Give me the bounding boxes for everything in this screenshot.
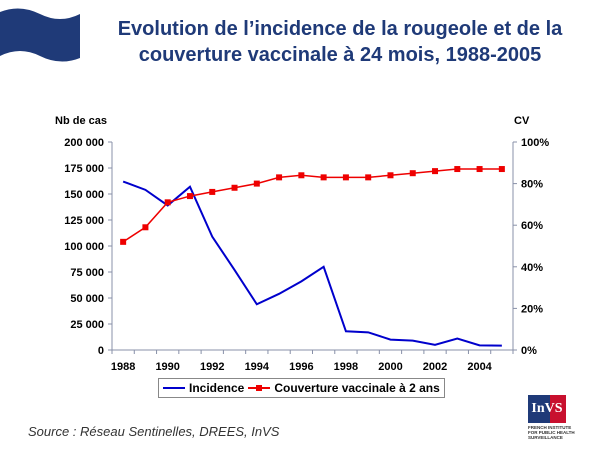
- legend: Incidence Couverture vaccinale à 2 ans: [158, 378, 445, 398]
- x-tick-label: 2000: [378, 361, 402, 373]
- y-tick-label: 150 000: [64, 189, 104, 201]
- y2-tick-label: 60%: [521, 220, 543, 232]
- coverage-point: [164, 199, 171, 206]
- coverage-point: [342, 174, 349, 181]
- coverage-point: [298, 172, 305, 179]
- y-tick-label: 75 000: [70, 267, 104, 279]
- legend-swatch-coverage: [248, 383, 271, 393]
- y-tick-label: 125 000: [64, 215, 104, 227]
- coverage-point: [365, 174, 372, 181]
- y-tick-label: 200 000: [64, 137, 104, 149]
- y2-tick-label: 0%: [521, 345, 537, 357]
- x-tick-label: 1992: [200, 361, 224, 373]
- y-tick-label: 100 000: [64, 241, 104, 253]
- coverage-point: [231, 184, 238, 191]
- x-tick-label: 1998: [334, 361, 358, 373]
- coverage-point: [454, 166, 461, 173]
- source-note: Source : Réseau Sentinelles, DREES, InVS: [28, 424, 280, 439]
- legend-label-coverage: Couverture vaccinale à 2 ans: [274, 381, 440, 395]
- y2-axis-title: CV: [514, 115, 530, 127]
- y-tick-label: 50 000: [70, 293, 104, 305]
- coverage-point: [409, 170, 416, 177]
- coverage-point: [276, 174, 283, 181]
- x-tick-label: 1990: [155, 361, 179, 373]
- chart: 0 25 000 50 000 75 000 100 000 125 000 150 000…: [55, 115, 549, 373]
- legend-swatch-incidence: [163, 383, 185, 393]
- coverage-point: [142, 224, 149, 231]
- x-tick-label: 1996: [289, 361, 313, 373]
- coverage-point: [476, 166, 483, 173]
- x-tick-label: 1988: [111, 361, 135, 373]
- coverage-point: [387, 172, 394, 179]
- series-incidence-line: [122, 180, 502, 347]
- x-tick-label: 2002: [423, 361, 447, 373]
- coverage-point: [253, 180, 260, 187]
- y2-tick-label: 40%: [521, 262, 543, 274]
- y-tick-label: 25 000: [70, 319, 104, 331]
- coverage-point: [186, 193, 193, 200]
- chart-title: Evolution de l’incidence de la rougeole …: [117, 18, 563, 66]
- y-axis-title: Nb de cas: [55, 115, 107, 127]
- y-tick-label: 175 000: [64, 163, 104, 175]
- coverage-point: [120, 238, 127, 245]
- coverage-point: [209, 188, 216, 195]
- x-tick-label: 1994: [245, 361, 270, 373]
- y-tick-label: 0: [98, 345, 104, 357]
- invs-logo: InVS FRENCH INSTITUTE FOR PUBLIC HEALTH …: [528, 395, 580, 440]
- flag-logo: [0, 8, 80, 62]
- series-coverage-line: [122, 168, 502, 243]
- legend-label-incidence: Incidence: [189, 381, 245, 395]
- coverage-point: [498, 166, 505, 173]
- coverage-point: [432, 168, 439, 175]
- y2-tick-label: 20%: [521, 303, 543, 315]
- y2-tick-label: 100%: [521, 137, 549, 149]
- y2-tick-label: 80%: [521, 179, 543, 191]
- x-tick-label: 2004: [467, 361, 492, 373]
- coverage-point: [320, 174, 327, 181]
